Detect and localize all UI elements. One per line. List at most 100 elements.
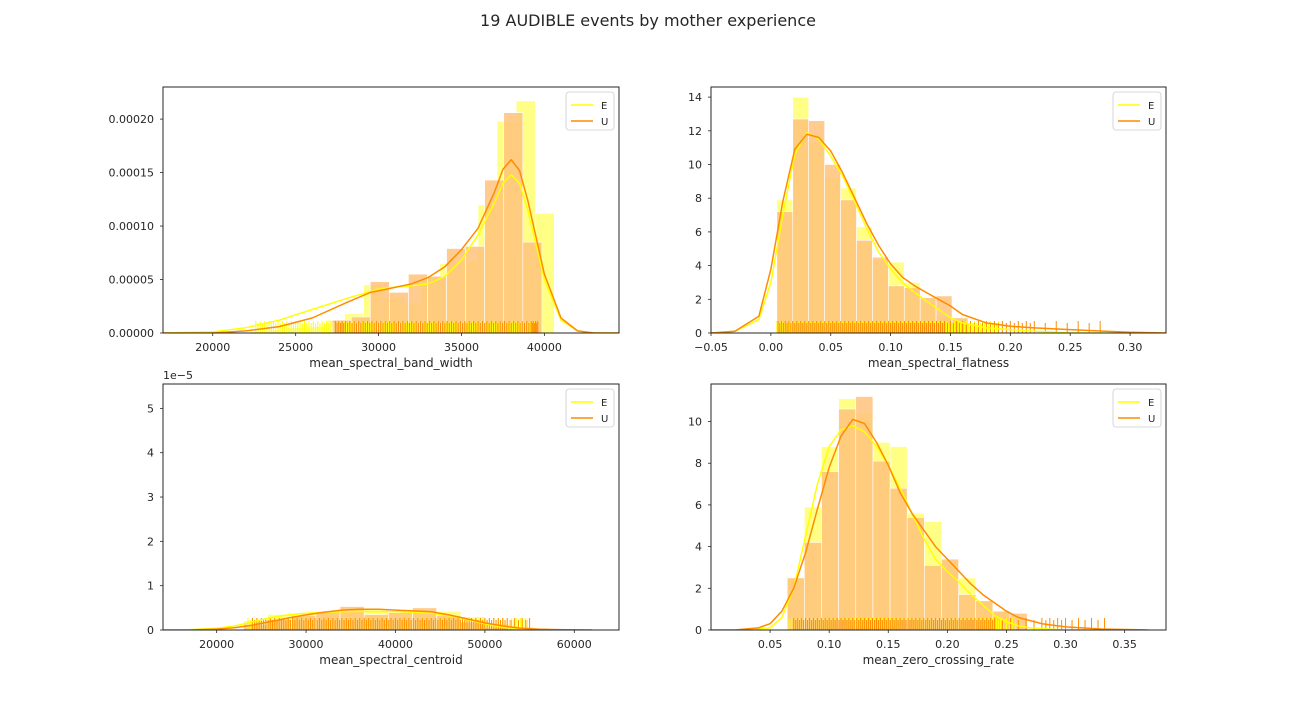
plot-area <box>163 606 593 630</box>
histogram-bar-U <box>872 460 891 630</box>
y-axis: 0 2 4 6 8 10 12 14 <box>688 91 711 340</box>
figure-title: 19 AUDIBLE events by mother experience <box>480 11 816 30</box>
x-tick-label: 0.35 <box>1112 638 1137 651</box>
kde-line-U <box>711 418 1149 630</box>
histogram-bar-U <box>808 120 825 333</box>
x-axis-label: mean_spectral_band_width <box>309 356 472 370</box>
y-tick-label: 14 <box>688 91 702 104</box>
subplots: 20000 25000 30000 35000 40000mean_spectral_b… <box>109 86 1167 667</box>
y-tick-label: 4 <box>695 541 702 554</box>
histogram-bar-U <box>821 471 839 630</box>
legend-label-U: U <box>601 414 608 425</box>
histogram-bar-U <box>856 240 873 333</box>
histogram-U <box>786 396 1028 630</box>
histogram-bar-E <box>287 327 307 333</box>
rug-U <box>251 618 531 630</box>
x-tick-label: 0.00 <box>759 341 784 354</box>
x-tick-label: 0.05 <box>818 341 843 354</box>
x-tick-label: 0.15 <box>876 638 901 651</box>
x-tick-label: −0.05 <box>694 341 728 354</box>
histogram-bar-U <box>840 199 857 333</box>
y-tick-label: 0 <box>695 624 702 637</box>
kde-line-E <box>163 610 593 630</box>
histogram-bar-U <box>804 542 822 630</box>
legend: EU <box>565 91 615 131</box>
axes-frame <box>162 383 620 631</box>
histogram-bar-U <box>992 610 1011 630</box>
x-tick-label: 0.25 <box>1058 341 1083 354</box>
rug-U <box>793 618 1106 630</box>
legend: EU <box>1112 91 1162 131</box>
kde-line-E <box>163 173 619 333</box>
legend-label-U: U <box>1148 117 1155 128</box>
axes-frame <box>710 383 1167 631</box>
x-axis: 0.05 0.10 0.15 0.20 0.25 0.30 0.35 mean_zero_cr… <box>758 630 1137 667</box>
subplot-4: 0.05 0.10 0.15 0.20 0.25 0.30 0.35 mean_zero_cr… <box>688 383 1167 667</box>
y-offset-label: 1e−5 <box>163 369 193 382</box>
y-tick-label: 3 <box>147 491 154 504</box>
x-tick-label: 60000 <box>557 638 592 651</box>
x-tick-label: 20000 <box>199 638 234 651</box>
rug-U <box>777 321 1101 333</box>
x-axis: 20000 30000 40000 50000 60000 mean_spectral_c… <box>199 630 592 667</box>
y-tick-label: 2 <box>147 535 154 548</box>
x-tick-label: 35000 <box>444 341 479 354</box>
legend: EU <box>1112 388 1162 428</box>
histogram-bar-U <box>792 118 810 333</box>
x-tick-label: 0.30 <box>1053 638 1078 651</box>
x-tick-label: 20000 <box>195 341 230 354</box>
histogram-bar-U <box>889 487 908 630</box>
x-tick-label: 0.10 <box>878 341 903 354</box>
histogram-bar-U <box>776 211 794 333</box>
legend-label-E: E <box>1148 101 1154 112</box>
x-tick-label: 50000 <box>467 638 502 651</box>
kde-line-U <box>163 608 593 630</box>
y-tick-label: 6 <box>695 499 702 512</box>
y-tick-label: 8 <box>695 457 702 470</box>
x-tick-label: 0.20 <box>998 341 1023 354</box>
y-tick-label: 5 <box>147 402 154 415</box>
plot-area <box>163 100 619 333</box>
x-tick-label: 0.05 <box>758 638 783 651</box>
y-tick-label: 0 <box>147 624 154 637</box>
y-tick-label: 0.00020 <box>109 113 155 126</box>
kde-line-E <box>711 131 1166 333</box>
histogram-bar-U <box>924 565 942 630</box>
y-tick-label: 0.00010 <box>109 220 155 233</box>
histogram-bar-U <box>941 558 959 630</box>
y-tick-label: 10 <box>688 159 702 172</box>
x-tick-label: 0.15 <box>938 341 963 354</box>
y-tick-label: 8 <box>695 192 702 205</box>
plot-area <box>711 96 1166 333</box>
y-tick-label: 1 <box>147 580 154 593</box>
legend-label-E: E <box>601 101 607 112</box>
x-tick-label: 0.10 <box>817 638 842 651</box>
x-axis-label: mean_spectral_centroid <box>319 653 462 667</box>
y-tick-label: 0.00015 <box>109 167 155 180</box>
axes-frame <box>162 86 620 334</box>
legend-label-U: U <box>1148 414 1155 425</box>
x-axis: −0.05 0.00 0.05 0.10 0.15 0.20 0.25 0.30 mean_sp… <box>694 333 1142 370</box>
subplot-2: −0.05 0.00 0.05 0.10 0.15 0.20 0.25 0.30 mean_sp… <box>688 86 1167 370</box>
x-tick-label: 0.20 <box>935 638 960 651</box>
histogram-bar-U <box>503 112 524 333</box>
x-axis-label: mean_spectral_flatness <box>868 356 1009 370</box>
y-tick-label: 6 <box>695 226 702 239</box>
x-tick-label: 0.25 <box>994 638 1019 651</box>
histogram-bar-U <box>838 408 857 630</box>
x-axis: 20000 25000 30000 35000 40000 mean_spectral_b… <box>195 333 562 370</box>
y-tick-label: 4 <box>147 447 154 460</box>
x-tick-label: 0.30 <box>1118 341 1143 354</box>
y-tick-label: 0.00000 <box>109 327 155 340</box>
x-tick-label: 25000 <box>278 341 313 354</box>
y-tick-label: 10 <box>688 416 702 429</box>
axes-frame <box>710 86 1167 334</box>
kde-line-U <box>711 133 1166 333</box>
x-tick-label: 40000 <box>527 341 562 354</box>
rug-U <box>334 321 539 333</box>
histogram-bar-U <box>522 241 543 333</box>
y-tick-label: 0 <box>695 327 702 340</box>
subplot-3: 20000 30000 40000 50000 60000 mean_spectral_c… <box>147 369 620 667</box>
